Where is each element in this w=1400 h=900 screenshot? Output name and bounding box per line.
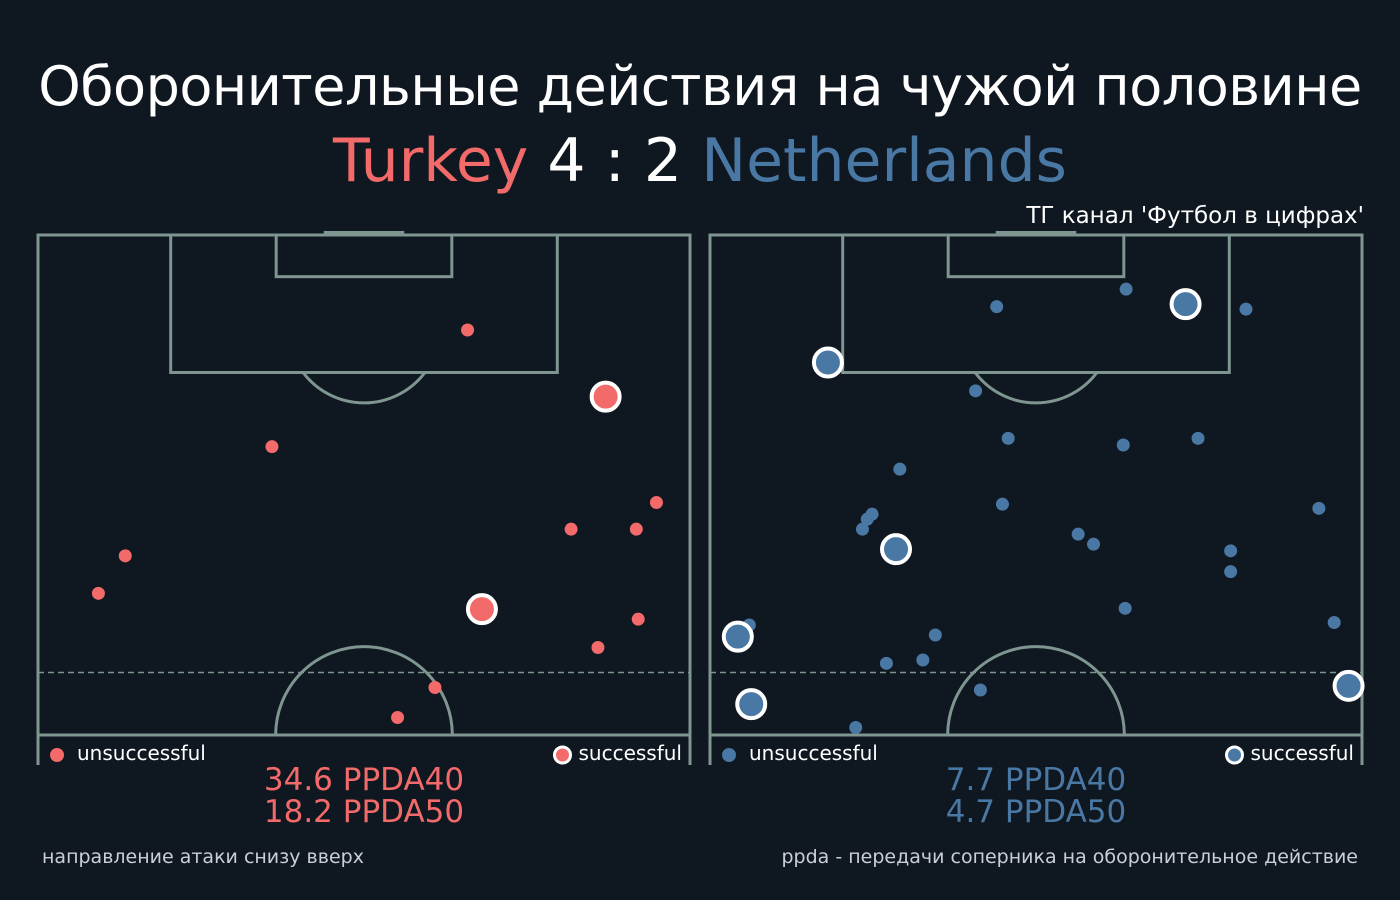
unsuccessful-point [1224,544,1238,558]
ppda-definition-note: ppda - передачи соперника на оборонитель… [781,846,1358,868]
successful-point [465,593,498,626]
unsuccessful-point [928,628,942,642]
penalty-area [169,233,559,374]
away-team-name: Netherlands [701,126,1067,196]
unsuccessful-point [1191,431,1205,445]
unsuccessful-point [1116,438,1130,452]
legend-unsuccessful-marker [50,748,64,762]
legend-unsuccessful-label: unsuccessful [77,741,206,765]
unsuccessful-point [1071,527,1085,541]
unsuccessful-point [91,586,105,600]
unsuccessful-point [631,612,645,626]
unsuccessful-point [118,549,132,563]
legend-unsuccessful-marker [722,748,736,762]
unsuccessful-point [564,522,578,536]
ppda50-turkey: 18.2 PPDA50 [263,794,465,830]
unsuccessful-point [1119,282,1133,296]
six-yard-box [274,233,454,279]
six-yard-box [946,233,1126,279]
pitch-outline [708,233,1364,765]
unsuccessful-point [428,681,442,694]
successful-point [811,346,844,379]
pitch-turkey: unsuccessful successful [36,231,692,765]
unsuccessful-point [1118,601,1132,615]
unsuccessful-point [893,462,907,476]
legend-unsuccessful-label: unsuccessful [749,741,878,765]
ppda50-netherlands: 4.7 PPDA50 [945,794,1127,830]
channel-credit: ТГ канал 'Футбол в цифрах' [1026,203,1364,229]
successful-point [589,380,622,413]
successful-point [1169,288,1202,321]
unsuccessful-point [860,512,874,526]
unsuccessful-point [855,522,869,536]
unsuccessful-point [1087,537,1101,551]
unsuccessful-point [1312,501,1326,515]
unsuccessful-point [849,721,863,734]
unsuccessful-point [916,653,930,667]
unsuccessful-point [1224,565,1238,579]
successful-point [735,688,768,721]
unsuccessful-point [973,683,987,697]
ppda40-turkey: 34.6 PPDA40 [263,762,465,798]
unsuccessful-point [969,384,983,398]
unsuccessful-point [1239,302,1253,316]
penalty-arc [301,371,427,405]
unsuccessful-point [591,641,605,654]
centre-circle [274,645,454,735]
ppda40-netherlands: 7.7 PPDA40 [945,762,1127,798]
legend-successful-label: successful [1250,741,1354,765]
unsuccessful-point [995,497,1009,511]
home-team-name: Turkey [333,126,529,196]
match-score: Turkey 4 : 2 Netherlands [0,124,1400,198]
unsuccessful-point [1001,431,1015,445]
unsuccessful-point [649,496,663,509]
legend-successful-marker [552,745,572,765]
successful-point [880,533,913,566]
successful-point [721,620,754,653]
pitch-outline [36,233,692,765]
pitch-netherlands: unsuccessful successful [708,231,1365,765]
score-value: 4 : 2 [547,126,683,196]
unsuccessful-point [629,522,643,536]
unsuccessful-point [265,440,279,454]
legend-successful-label: successful [578,741,682,765]
successful-point [1332,669,1365,702]
attack-direction-note: направление атаки снизу вверх [42,846,364,868]
penalty-arc [973,371,1099,405]
chart-title: Оборонительные действия на чужой половин… [38,55,1362,118]
unsuccessful-point [879,656,893,670]
centre-circle [946,645,1126,735]
unsuccessful-point [461,323,475,337]
unsuccessful-point [990,300,1004,314]
unsuccessful-point [391,711,405,724]
unsuccessful-point [1327,616,1341,629]
legend-successful-marker [1224,745,1244,765]
